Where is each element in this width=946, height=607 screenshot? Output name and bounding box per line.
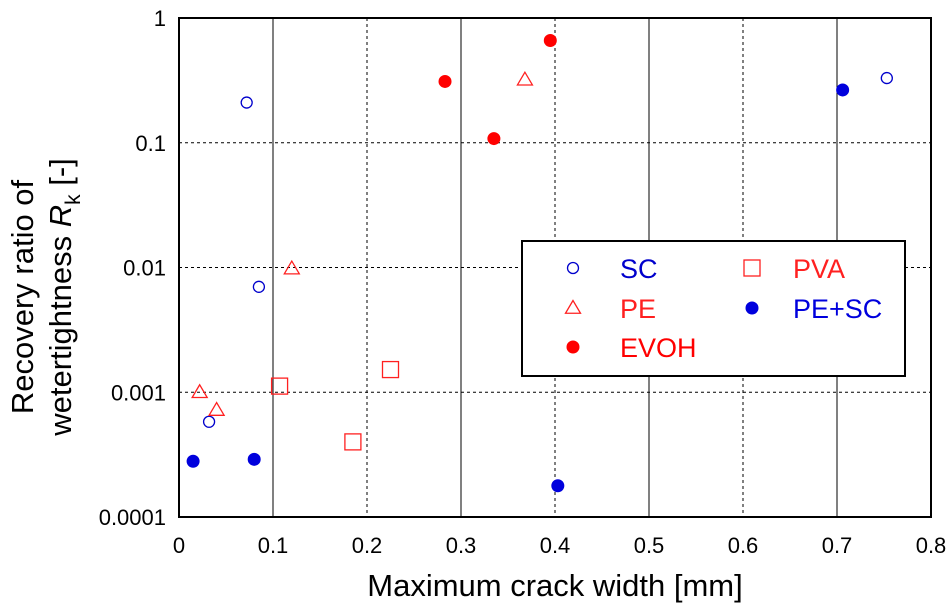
legend-label-evoh: EVOH: [620, 333, 697, 363]
x-tick-label: 0.2: [352, 533, 383, 558]
data-points: [186, 34, 893, 493]
legend-marker-evoh: [566, 340, 580, 354]
legend-label-sc: SC: [620, 254, 658, 284]
x-tick-label: 0.1: [258, 533, 289, 558]
x-tick-label: 0.8: [916, 533, 946, 558]
point-sc: [202, 415, 216, 428]
legend: SC PE EVOH PVA PE+SC: [521, 240, 906, 377]
point-pva: [344, 433, 362, 451]
legend-marker-pe-sc: [745, 301, 759, 315]
point-evoh: [487, 132, 501, 146]
point-pe: [516, 70, 534, 86]
point-pe-sc: [247, 452, 261, 466]
y-axis-unit: [-]: [43, 158, 78, 194]
y-tick-label: 0.1: [135, 131, 166, 156]
legend-items: SC PE EVOH PVA PE+SC: [564, 254, 882, 363]
x-tick-label: 0.3: [446, 533, 477, 558]
x-tick-labels: 0 0.1 0.2 0.3 0.4 0.5 0.6 0.7 0.8: [173, 533, 946, 558]
y-tick-label: 1: [154, 6, 166, 31]
point-evoh: [543, 34, 557, 48]
point-evoh: [438, 74, 452, 88]
point-pe-sc: [186, 454, 200, 468]
point-sc: [240, 96, 253, 109]
x-tick-label: 0.5: [634, 533, 665, 558]
legend-label-pva: PVA: [793, 254, 845, 284]
y-axis-title-line2: wetertightness Rk [-]: [43, 158, 85, 437]
point-sc: [880, 71, 893, 85]
point-pva: [270, 377, 289, 395]
y-tick-label: 0.001: [111, 380, 166, 405]
x-axis-title: Maximum crack width [mm]: [367, 568, 742, 603]
y-axis-symbol: R: [43, 205, 78, 227]
legend-marker-sc: [566, 261, 580, 275]
y-axis-title-text: wetertightness: [43, 227, 78, 437]
legend-box: [521, 240, 906, 377]
y-axis-subscript: k: [62, 194, 85, 205]
x-tick-label: 0.4: [540, 533, 571, 558]
x-tick-label: 0.7: [822, 533, 853, 558]
x-tick-label: 0: [173, 533, 185, 558]
legend-label-pe: PE: [620, 294, 656, 324]
legend-marker-pva: [743, 259, 761, 277]
point-pe: [283, 259, 301, 275]
y-tick-label: 0.01: [123, 256, 166, 281]
legend-marker-pe: [564, 299, 582, 314]
y-axis-title-line1: Recovery ratio of: [5, 179, 40, 414]
legend-label-pe-sc: PE+SC: [793, 294, 882, 324]
point-pe-sc: [551, 479, 565, 493]
point-pe: [207, 401, 226, 416]
point-pe-sc: [836, 83, 850, 97]
point-sc: [252, 280, 266, 293]
plot-frame: [178, 17, 932, 518]
y-tick-label: 0.0001: [99, 505, 166, 530]
point-pe: [191, 383, 209, 399]
x-tick-label: 0.6: [728, 533, 759, 558]
y-axis-title: Recovery ratio of wetertightness Rk [-]: [5, 158, 85, 437]
y-tick-labels: 0.0001 0.001 0.01 0.1 1: [99, 6, 166, 530]
point-pva: [381, 360, 400, 379]
